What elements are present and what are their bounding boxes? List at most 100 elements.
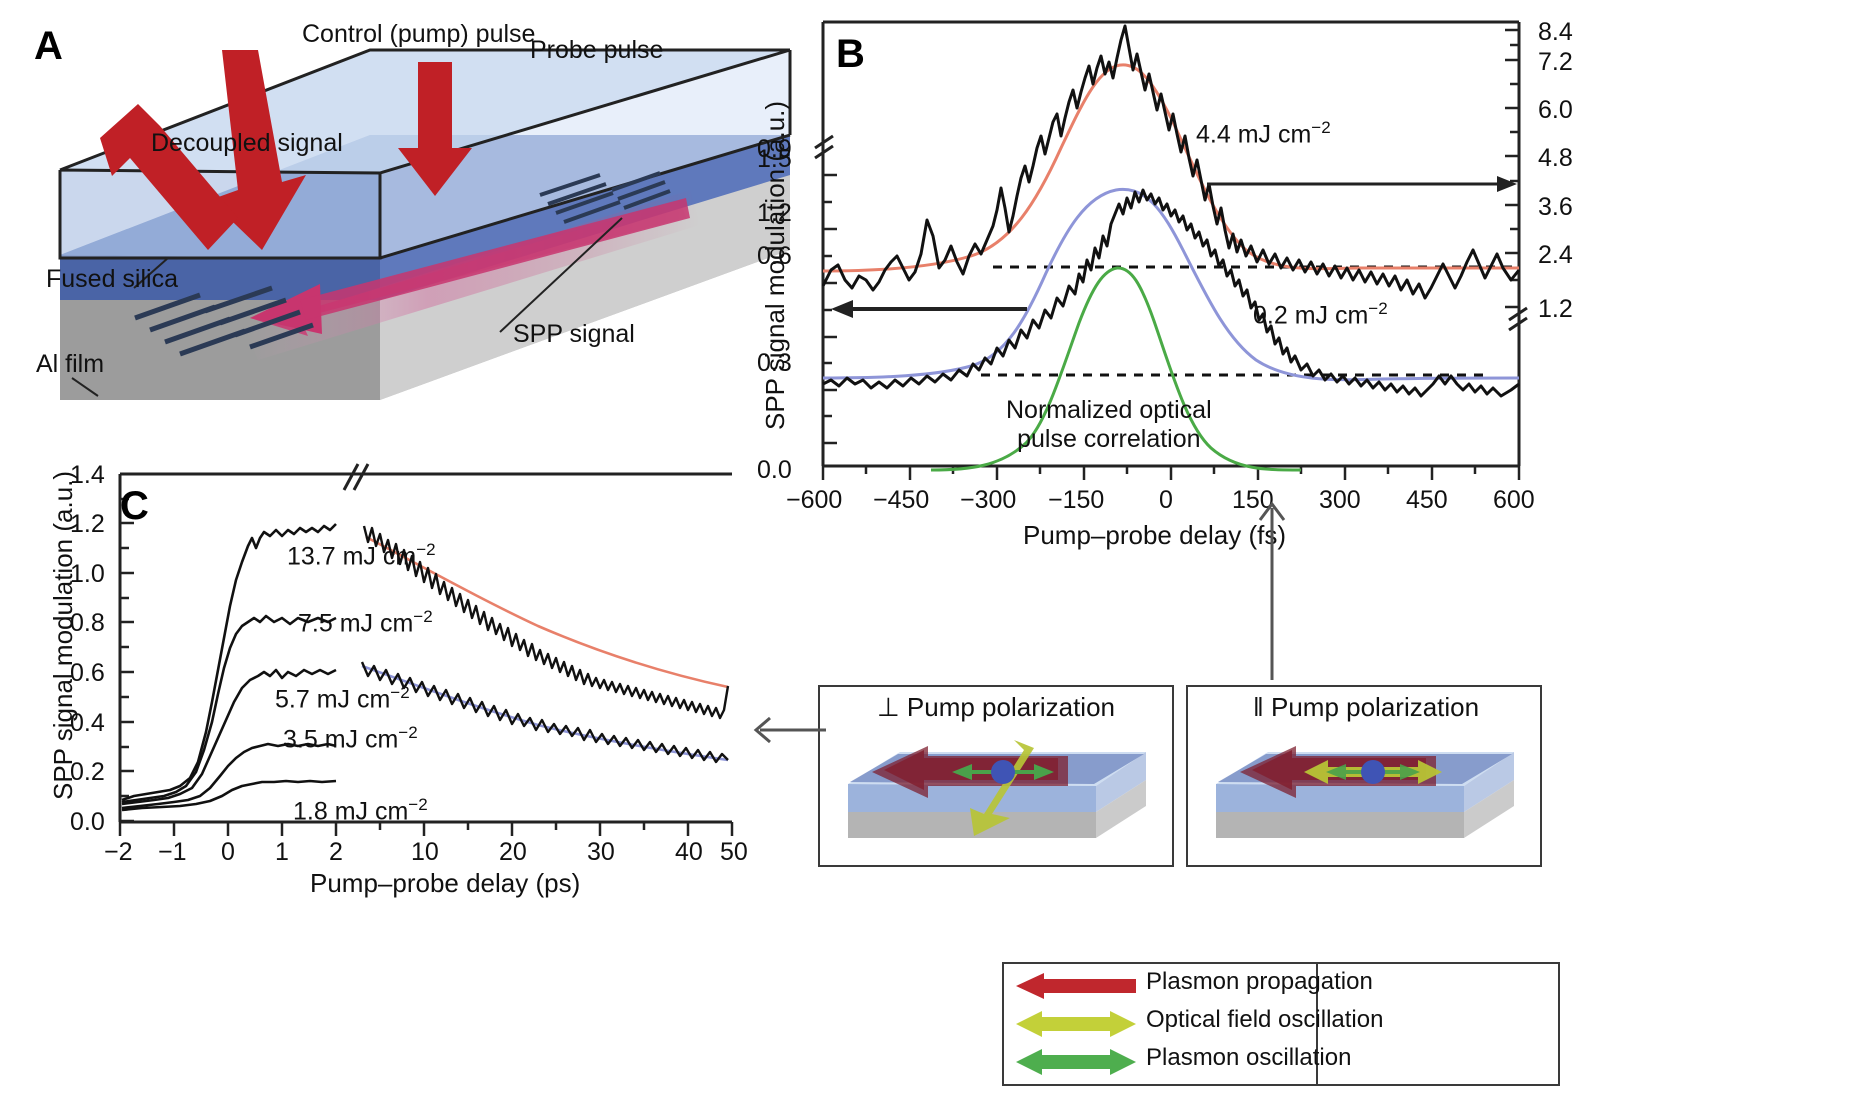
control-pump-arrow [210, 50, 306, 250]
parallel-polarization-title: ‖ Pump polarization [1253, 692, 1479, 723]
panel-c-xtick--1: −1 [158, 838, 187, 866]
panel-b-right-tick-7p2: 7.2 [1538, 48, 1573, 76]
series-13p7-sup: −2 [416, 540, 436, 559]
arrow-to-right-axis [1207, 176, 1517, 192]
panel-c-xtick-40: 40 [675, 838, 703, 866]
series-13p7-text: 13.7 mJ cm [287, 542, 417, 571]
panel-b-ytick-0: 0.0 [757, 456, 792, 484]
panel-c-letter: C [120, 484, 149, 528]
annot-0p2-sup: −2 [1368, 299, 1388, 318]
panel-b-letter: B [836, 32, 865, 76]
series-1p8-sup: −2 [408, 795, 428, 814]
panel-b-ytick-2: 0.6 [757, 242, 792, 270]
legend-item-plasmon-propagation [1014, 971, 1138, 1001]
panel-b-annot-pulse-correlation: Normalized optical pulse correlation [1006, 396, 1212, 454]
fit-curve-4p4 [822, 63, 1519, 273]
panel-c-xtick--2: −2 [104, 838, 133, 866]
pulse-corr-line2: pulse correlation [1017, 425, 1201, 453]
panel-b-ytick-3: 0.9 [757, 135, 792, 163]
panel-a-schematic [0, 0, 792, 460]
panel-b-xtick--600: −600 [786, 486, 843, 514]
grating-left [134, 285, 314, 357]
panel-b-xlabel: Pump–probe delay (fs) [1023, 520, 1287, 550]
pulse-corr-line1: Normalized optical [1006, 396, 1212, 424]
spp-signal-label: SPP signal [513, 320, 635, 348]
perpendicular-symbol: ⊥ [877, 692, 900, 722]
pulse-correlation-curve [930, 266, 1302, 472]
parallel-title-text: Pump polarization [1270, 692, 1480, 722]
legend-item-plasmon-oscillation [1014, 1047, 1138, 1077]
trace-13p7 [121, 523, 337, 802]
panel-c-ytick-0p2: 0.2 [70, 758, 105, 786]
grating-right [539, 171, 671, 224]
perpendicular-title-text: Pump polarization [906, 692, 1116, 722]
panel-b-xtick-0: 0 [1159, 486, 1173, 514]
panel-c-series-label-5p7: 5.7 mJ cm−2 [275, 683, 410, 714]
legend-label-plasmon-oscillation: Plasmon oscillation [1146, 1044, 1352, 1071]
panel-c-xtick-10: 10 [411, 838, 439, 866]
panel-c-ytick-0p8: 0.8 [70, 609, 105, 637]
series-1p8-text: 1.8 mJ cm [293, 797, 409, 826]
control-pulse-label: Control (pump) pulse [302, 20, 536, 48]
decoupled-signal-label: Decoupled signal [151, 129, 343, 157]
panel-c-plot-area [118, 463, 734, 836]
panel-b-xtick--450: −450 [873, 486, 930, 514]
series-5p7-text: 5.7 mJ cm [275, 685, 391, 714]
panel-b-annot-4p4: 4.4 mJ cm−2 [1196, 118, 1331, 149]
annot-0p2-text: 0.2 mJ cm [1253, 301, 1369, 330]
series-3p5-sup: −2 [398, 723, 418, 742]
legend-item-optical-field [1014, 1009, 1138, 1039]
arrow-to-left-axis [831, 300, 1027, 318]
trace-4p4 [821, 24, 1521, 300]
panel-b-right-tick-6p0: 6.0 [1538, 96, 1573, 124]
panel-b-ylabel: SPP signal modulation (a.u.) [760, 100, 790, 430]
panel-c-ytick-0p4: 0.4 [70, 709, 105, 737]
yellow-double-arrow-icon [1016, 1011, 1136, 1037]
parallel-symbol: ‖ [1253, 692, 1264, 722]
spp-signal-leader [499, 217, 623, 333]
panel-c-xtick-50: 50 [720, 838, 748, 866]
right-axis-break [1508, 306, 1528, 332]
panel-c-ylabel: SPP signal modulation (a.u.) [48, 470, 78, 800]
al-film-leader [71, 377, 99, 397]
decoupled-signal-arrow [100, 104, 238, 250]
parallel-diagram [1196, 728, 1528, 858]
panel-c-ytick-0p6: 0.6 [70, 659, 105, 687]
panel-c-ytick-1p4: 1.4 [70, 461, 105, 489]
panel-c-axis-break [342, 463, 370, 491]
panel-c-xtick-2: 2 [329, 838, 343, 866]
panel-b-right-tick-4p8: 4.8 [1538, 144, 1573, 172]
perpendicular-polarization-title: ⊥ Pump polarization [877, 692, 1115, 723]
green-double-arrow-icon [1016, 1049, 1136, 1075]
panel-c-xtick-20: 20 [499, 838, 527, 866]
panel-c-series-label-7p5: 7.5 mJ cm−2 [298, 607, 433, 638]
panel-c-series-label-1p8: 1.8 mJ cm−2 [293, 795, 428, 826]
panel-c-series-label-3p5: 3.5 mJ cm−2 [283, 723, 418, 754]
connector-arrow-to-panel-c [744, 710, 830, 750]
red-arrow-icon [1016, 973, 1136, 999]
trace-7p5-right [360, 661, 729, 764]
legend-label-plasmon-propagation: Plasmon propagation [1146, 968, 1373, 995]
panel-b-xtick-300: 300 [1319, 486, 1361, 514]
fused-silica-label: Fused silica [46, 265, 178, 293]
connector-arrow-to-panel-b [1252, 494, 1292, 684]
perpendicular-diagram [828, 728, 1160, 858]
panel-b-plot-area [814, 18, 1528, 480]
panel-c-ytick-1p2: 1.2 [70, 510, 105, 538]
trace-7p5 [121, 614, 337, 804]
annot-4p4-text: 4.4 mJ cm [1196, 120, 1312, 149]
al-film-label: Al film [36, 350, 105, 378]
panel-b-xtick-450: 450 [1406, 486, 1448, 514]
panel-b-xtick-600: 600 [1493, 486, 1535, 514]
trace-13p7-right [362, 525, 730, 720]
panel-b-right-tick-3p6: 3.6 [1538, 193, 1573, 221]
panel-b-xtick--300: −300 [960, 486, 1017, 514]
series-3p5-text: 3.5 mJ cm [283, 725, 399, 754]
panel-c-series-label-13p7: 13.7 mJ cm−2 [287, 540, 436, 571]
series-5p7-sup: −2 [390, 683, 410, 702]
fused-silica-leader [133, 257, 169, 289]
trace-3p5 [121, 742, 337, 810]
panel-b-annot-0p2: 0.2 mJ cm−2 [1253, 299, 1388, 330]
panel-c-xtick-0: 0 [221, 838, 235, 866]
series-7p5-sup: −2 [413, 607, 433, 626]
